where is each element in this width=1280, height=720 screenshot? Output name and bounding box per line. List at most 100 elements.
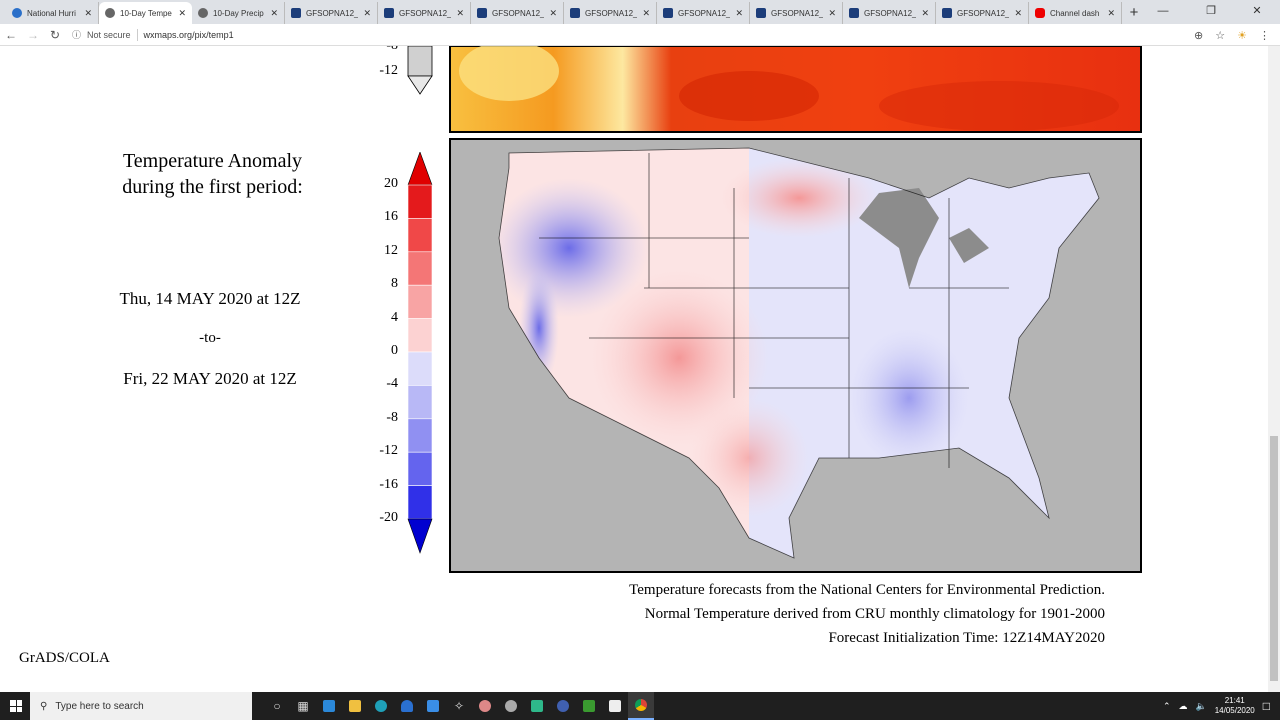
onedrive-icon[interactable]: [394, 692, 420, 720]
top-colorbar-label: -8: [368, 46, 398, 54]
grads-credit: GrADS/COLA: [19, 650, 110, 666]
close-tab-icon[interactable]: ✕: [84, 7, 92, 18]
colorbar-tick-label: 16: [384, 209, 398, 225]
tab-label: Channel dash: [1050, 8, 1100, 18]
grads-icon: [942, 8, 952, 18]
tab-label: GFSOPNA12_: [585, 8, 638, 18]
tab-label: GFSOPNA12_: [957, 8, 1010, 18]
top-colorbar-fragment: [407, 46, 433, 95]
close-tab-icon[interactable]: ✕: [735, 7, 743, 18]
colorbar-segment: [407, 385, 433, 420]
close-tab-icon[interactable]: ✕: [1107, 7, 1115, 18]
close-tab-icon[interactable]: ✕: [178, 7, 186, 18]
grads-icon: [384, 8, 394, 18]
tray-chevron-icon[interactable]: ⌃: [1162, 700, 1171, 711]
colorbar-segment: [407, 351, 433, 386]
tab[interactable]: Channel dash ✕: [1029, 2, 1122, 24]
grads-icon: [849, 8, 859, 18]
colorbar-segment: [407, 251, 433, 286]
close-tab-icon[interactable]: ✕: [642, 7, 650, 18]
taskbar-search[interactable]: ⚲ Type here to search: [30, 692, 252, 720]
period-end: Fri, 22 MAY 2020 at 12Z: [123, 369, 297, 388]
windows-start-icon[interactable]: [10, 700, 22, 712]
forward-icon[interactable]: →: [27, 27, 39, 42]
app-icon[interactable]: [602, 692, 628, 720]
reload-icon[interactable]: ↻: [49, 27, 61, 42]
webcam-icon[interactable]: [498, 692, 524, 720]
menu-icon[interactable]: ⋮: [1259, 29, 1270, 42]
tab-label: GFSOPNA12_: [678, 8, 731, 18]
tab[interactable]: National Hurri ✕: [6, 2, 99, 24]
grads-icon: [291, 8, 301, 18]
grads-icon: [570, 8, 580, 18]
colorbar-tick-label: -16: [379, 476, 398, 492]
volume-icon[interactable]: 🔈: [1195, 700, 1207, 711]
edge-icon[interactable]: [368, 692, 394, 720]
scrollbar[interactable]: [1268, 46, 1280, 692]
app-icon[interactable]: [550, 692, 576, 720]
calendar-icon[interactable]: [420, 692, 446, 720]
zoom-icon[interactable]: ⊕: [1194, 29, 1204, 42]
tab[interactable]: 10-Day Tempe ✕: [99, 2, 192, 24]
file-explorer-icon[interactable]: [342, 692, 368, 720]
colorbar-tick-label: 8: [391, 276, 398, 292]
new-tab-button[interactable]: +: [1129, 4, 1139, 21]
scrollbar-thumb[interactable]: [1270, 436, 1278, 681]
colorbar-segment: [407, 284, 433, 319]
colorbar-segment: [407, 418, 433, 453]
close-tab-icon[interactable]: ✕: [828, 7, 836, 18]
back-icon[interactable]: ←: [5, 27, 17, 42]
mail-icon[interactable]: [316, 692, 342, 720]
close-tab-icon[interactable]: ✕: [363, 7, 371, 18]
task-view-icon[interactable]: ▦: [297, 699, 309, 713]
restore-button[interactable]: ❐: [1206, 5, 1216, 17]
onedrive-tray-icon[interactable]: ☁: [1178, 700, 1188, 711]
app-icon[interactable]: ✧: [453, 699, 465, 713]
bookmark-star-icon[interactable]: ☆: [1215, 29, 1226, 42]
tab[interactable]: GFSOPNA12_ ✕: [564, 2, 657, 24]
colorbar-segment: [407, 451, 433, 486]
colorbar-segment: [407, 184, 433, 219]
camtasia-icon[interactable]: [576, 692, 602, 720]
info-icon[interactable]: ⓘ: [72, 30, 82, 40]
tab[interactable]: GFSOPNA12_ ✕: [285, 2, 378, 24]
url-text[interactable]: wxmaps.org/pix/temp1: [143, 29, 234, 40]
period-start: Thu, 14 MAY 2020 at 12Z: [119, 289, 301, 308]
tab[interactable]: GFSOPNA12_ ✕: [843, 2, 936, 24]
tab[interactable]: GFSOPNA12_ ✕: [657, 2, 750, 24]
colorbar-bottom-arrow: [407, 518, 433, 554]
cortana-icon[interactable]: ○: [273, 699, 281, 713]
divider: [136, 28, 138, 41]
address-bar-row: ← → ↻ ⓘ Not secure wxmaps.org/pix/temp1 …: [0, 24, 1280, 46]
tab[interactable]: GFSOPNA12_ ✕: [750, 2, 843, 24]
colorbar-tick-label: 0: [391, 343, 398, 358]
tab[interactable]: GFSOPNA12_ ✕: [378, 2, 471, 24]
tab[interactable]: 10-Day Precip ✕: [192, 2, 285, 24]
notifications-icon[interactable]: □: [1262, 699, 1270, 713]
close-tab-icon[interactable]: ✕: [921, 7, 929, 18]
close-tab-icon[interactable]: ✕: [549, 7, 557, 18]
colorbar-tick-label: 20: [384, 176, 398, 191]
search-icon: ⚲: [40, 700, 48, 712]
colorbar-tick-label: -8: [386, 409, 398, 425]
grads-icon: [756, 8, 766, 18]
close-tab-icon[interactable]: ✕: [1014, 7, 1022, 18]
period-to: -to-: [199, 330, 221, 346]
extension-icon[interactable]: ☀: [1237, 29, 1247, 42]
close-window-button[interactable]: ✕: [1252, 5, 1262, 17]
chrome-icon[interactable]: [628, 692, 654, 720]
footer-line-1: Temperature forecasts from the National …: [629, 582, 1105, 598]
close-tab-icon[interactable]: ✕: [270, 7, 278, 18]
close-tab-icon[interactable]: ✕: [456, 7, 464, 18]
app-icon[interactable]: [524, 692, 550, 720]
colorbar-tick-label: -12: [379, 443, 398, 459]
colorbar-segment: [407, 318, 433, 353]
minimize-button[interactable]: —: [1157, 5, 1169, 17]
footer-line-2: Normal Temperature derived from CRU mont…: [644, 606, 1105, 622]
omnibox[interactable]: ⓘ Not secure wxmaps.org/pix/temp1: [72, 28, 234, 41]
app-icon[interactable]: [472, 692, 498, 720]
tab[interactable]: GFSOPNA12_ ✕: [936, 2, 1029, 24]
tab[interactable]: GFSOPNA12_ ✕: [471, 2, 564, 24]
colorbar-top-arrow: [407, 152, 433, 186]
clock[interactable]: 21:41 14/05/2020: [1215, 696, 1255, 716]
